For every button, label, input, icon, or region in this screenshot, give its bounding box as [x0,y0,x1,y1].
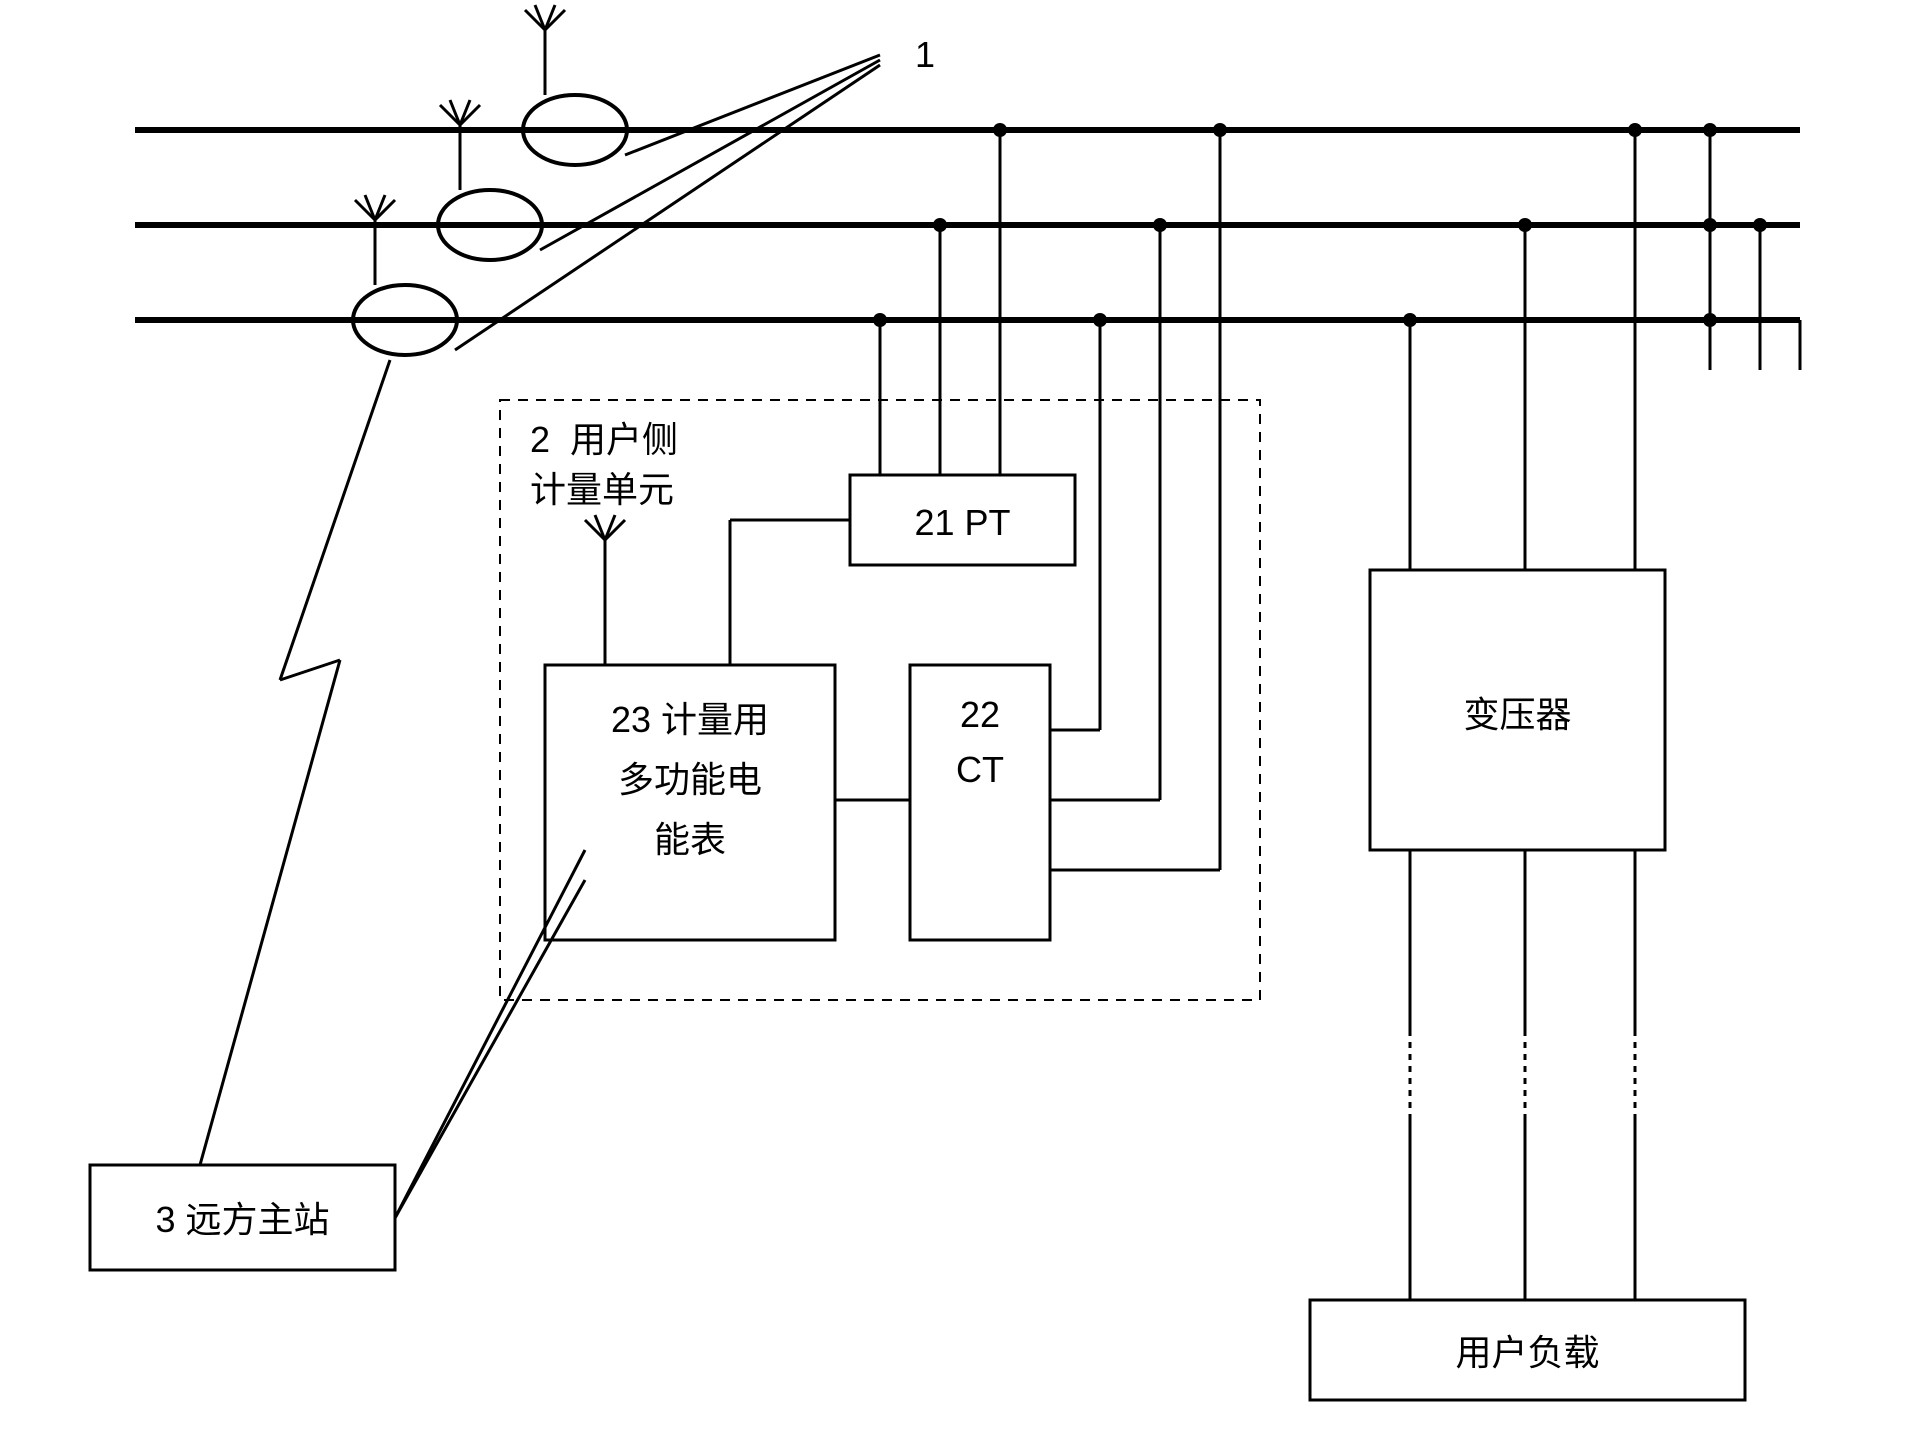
meter-box-line3: 能表 [560,815,820,865]
meter-box-line1: 23 计量用 [560,695,820,745]
meter-box-line2: 多功能电 [560,755,820,805]
pointer-to-1-a [625,55,880,155]
user-load-label: 用户负载 [1330,1328,1725,1378]
antenna-3 [355,195,395,285]
antenna-1 [525,5,565,95]
antenna-2 [440,100,480,190]
wireless-link-1 [200,360,390,1165]
ct-box-num: 22 [930,690,1030,740]
transformer-label: 变压器 [1395,690,1640,740]
meter-antenna [585,515,625,665]
ct-box-name: CT [930,745,1030,795]
label-1: 1 [915,30,935,80]
remote-station-label: 3 远方主站 [105,1195,380,1245]
pt-box-label: 21 PT [890,498,1035,548]
wireless-link-2 [395,850,585,1218]
user-unit-title: 2 用户侧 计量单元 [530,415,678,516]
